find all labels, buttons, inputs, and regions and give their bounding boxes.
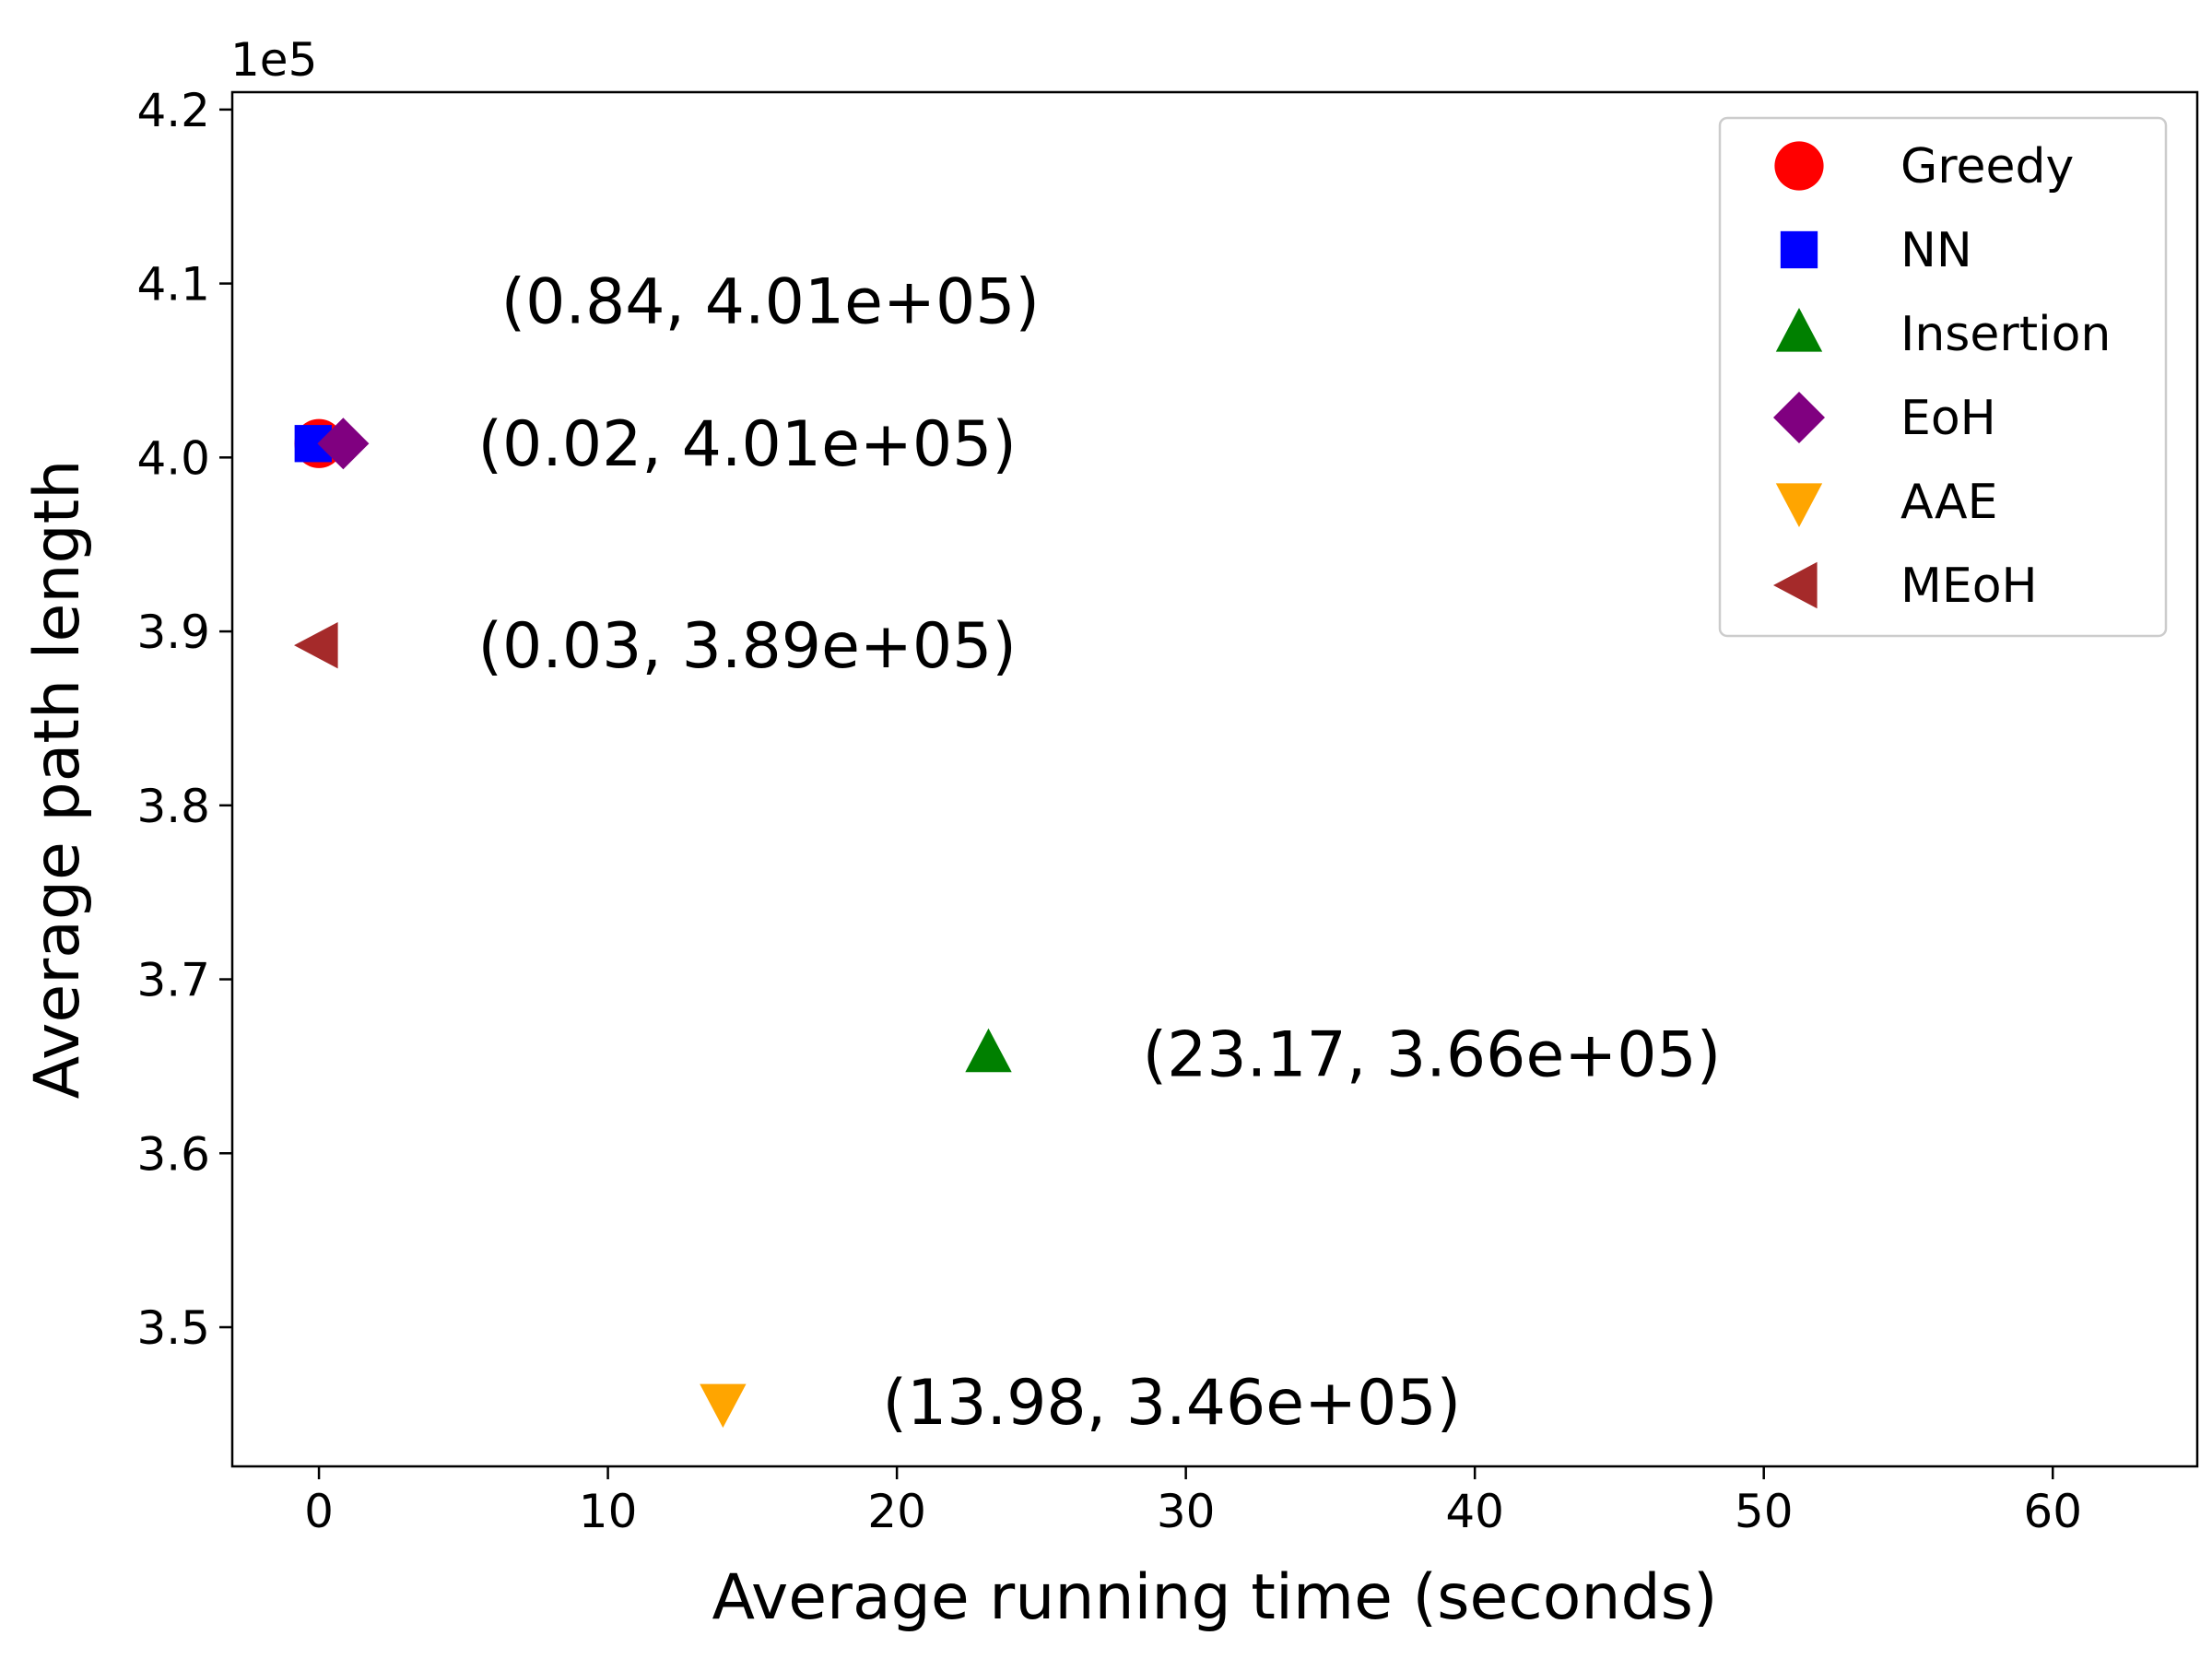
y-axis-offset-label: 1e5 (230, 33, 317, 87)
legend-marker-greedy (1774, 141, 1824, 191)
x-tick-label: 10 (579, 1485, 638, 1538)
legend: Greedy NN Insertion EoH AAE MEoH (1718, 116, 2168, 638)
legend-marker-meoh (1773, 561, 1818, 609)
point-meoh-triangle-left (293, 621, 338, 669)
legend-marker-insertion (1775, 308, 1823, 352)
data-points (293, 418, 1012, 1429)
y-tick-label: 3.6 (136, 1127, 210, 1181)
legend-marker-nn (1780, 230, 1818, 269)
point-annotation: (0.03, 3.89e+05) (478, 610, 1017, 683)
x-tick-label: 60 (2023, 1485, 2082, 1538)
x-axis-title: Average running time (seconds) (712, 1561, 1717, 1634)
x-tick-label: 20 (867, 1485, 926, 1538)
legend-marker-eoh (1773, 392, 1825, 443)
annotations: (0.84, 4.01e+05) (0.02, 4.01e+05) (0.03, 3… (478, 265, 1722, 1440)
axes: 0 10 20 30 40 50 60 3.5 3.6 3.7 3.8 3.9 4.0 4.1 4.2 (136, 84, 2199, 1538)
point-aae-triangle-down (700, 1383, 747, 1429)
y-tick-label: 4.2 (136, 84, 210, 137)
legend-label-greedy: Greedy (1900, 139, 2074, 194)
point-eoh-diamond (317, 418, 370, 470)
point-annotation: (0.84, 4.01e+05) (501, 265, 1040, 338)
y-tick-label: 3.7 (136, 954, 210, 1007)
legend-label-insertion: Insertion (1900, 307, 2111, 362)
y-tick-label: 4.1 (136, 258, 210, 312)
legend-box (1718, 116, 2168, 638)
legend-marker-aae (1775, 483, 1823, 527)
legend-label-meoh: MEoH (1900, 559, 2038, 614)
plot-frame (230, 90, 2199, 1468)
y-tick-label: 4.0 (136, 431, 210, 485)
y-tick-label: 3.9 (136, 606, 210, 659)
point-insertion-triangle-up (965, 1028, 1012, 1073)
legend-label-eoh: EoH (1900, 391, 1996, 446)
x-tick-label: 30 (1157, 1485, 1216, 1538)
x-tick-label: 0 (304, 1485, 334, 1538)
x-tick-label: 40 (1445, 1485, 1504, 1538)
x-tick-label: 50 (1735, 1485, 1794, 1538)
point-annotation: (13.98, 3.46e+05) (882, 1367, 1461, 1440)
legend-label-nn: NN (1900, 223, 1972, 278)
point-annotation: (0.02, 4.01e+05) (478, 408, 1017, 481)
y-tick-label: 3.5 (136, 1301, 210, 1355)
legend-label-aae: AAE (1900, 475, 1997, 530)
point-annotation: (23.17, 3.66e+05) (1143, 1019, 1722, 1092)
y-axis-title: Average path length (21, 460, 94, 1100)
y-tick-label: 3.8 (136, 780, 210, 833)
